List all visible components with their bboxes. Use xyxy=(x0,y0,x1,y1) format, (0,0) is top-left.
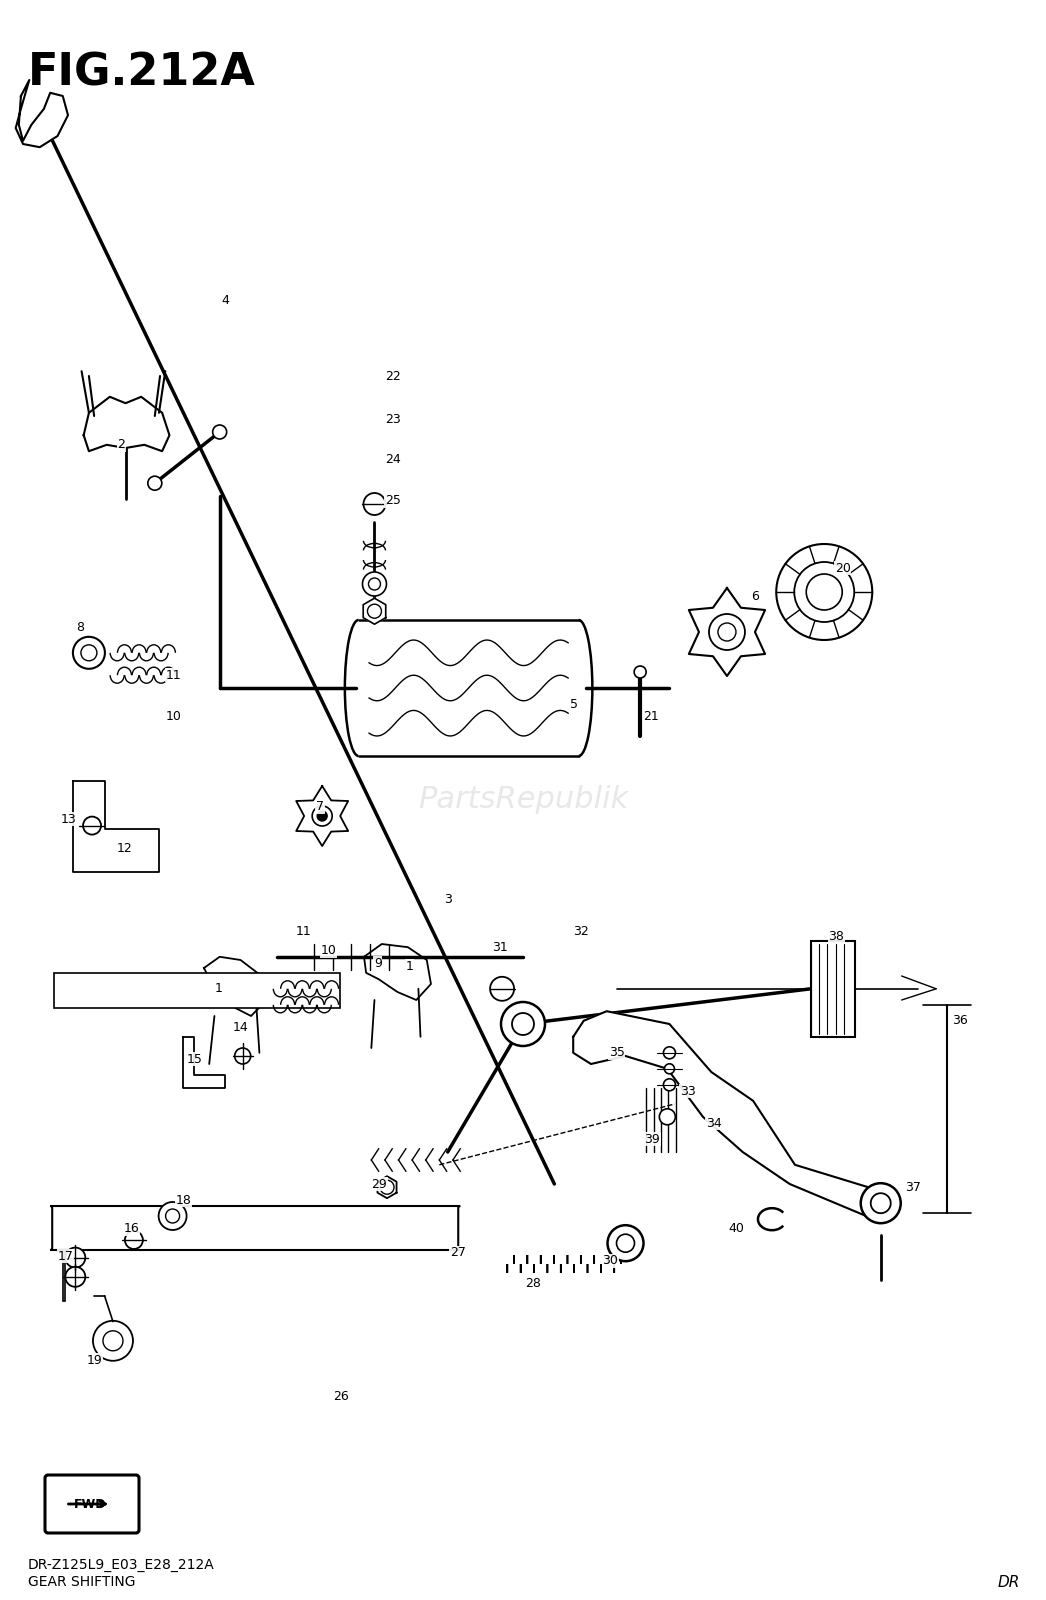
Circle shape xyxy=(147,477,162,490)
Bar xyxy=(63,1240,65,1301)
Circle shape xyxy=(709,614,745,650)
Text: 40: 40 xyxy=(728,1222,744,1235)
Text: 6: 6 xyxy=(751,590,759,603)
Circle shape xyxy=(65,1267,86,1286)
Circle shape xyxy=(363,493,386,515)
Text: 24: 24 xyxy=(385,453,401,466)
Text: 16: 16 xyxy=(123,1222,139,1235)
Text: 10: 10 xyxy=(165,710,181,723)
Text: 11: 11 xyxy=(165,669,181,682)
FancyBboxPatch shape xyxy=(50,1206,460,1250)
Polygon shape xyxy=(689,587,765,675)
Text: 37: 37 xyxy=(905,1181,920,1194)
Text: DR-Z125L9_E03_E28_212A: DR-Z125L9_E03_E28_212A xyxy=(28,1558,214,1571)
Text: 23: 23 xyxy=(385,413,401,426)
Circle shape xyxy=(380,1181,394,1194)
Circle shape xyxy=(312,806,333,826)
Text: 14: 14 xyxy=(232,1021,248,1034)
Polygon shape xyxy=(573,1011,879,1219)
Text: 18: 18 xyxy=(176,1194,191,1206)
Text: 1: 1 xyxy=(214,982,223,995)
Text: 21: 21 xyxy=(643,710,659,723)
Polygon shape xyxy=(183,1037,225,1088)
Text: 27: 27 xyxy=(450,1246,465,1259)
Text: PartsRepublik: PartsRepublik xyxy=(417,786,629,814)
Text: 5: 5 xyxy=(570,698,578,710)
Polygon shape xyxy=(16,80,68,147)
Circle shape xyxy=(159,1202,186,1230)
FancyBboxPatch shape xyxy=(45,1475,139,1533)
Text: FWD: FWD xyxy=(74,1498,107,1510)
Circle shape xyxy=(794,562,855,622)
Bar xyxy=(54,973,340,1008)
Bar xyxy=(811,941,855,1037)
Text: 35: 35 xyxy=(609,1046,624,1059)
Text: 25: 25 xyxy=(385,494,401,507)
Text: 15: 15 xyxy=(186,1053,202,1066)
Circle shape xyxy=(634,666,646,678)
Text: 33: 33 xyxy=(680,1085,696,1098)
Text: 30: 30 xyxy=(602,1254,618,1267)
Text: 22: 22 xyxy=(385,370,401,382)
Circle shape xyxy=(212,426,227,438)
Text: 38: 38 xyxy=(828,930,844,942)
Circle shape xyxy=(663,1078,676,1091)
Text: 4: 4 xyxy=(222,294,230,307)
Circle shape xyxy=(663,1046,676,1059)
Circle shape xyxy=(861,1184,901,1222)
Text: 2: 2 xyxy=(117,438,126,451)
Text: GEAR SHIFTING: GEAR SHIFTING xyxy=(28,1574,136,1589)
Circle shape xyxy=(124,1230,143,1250)
Text: 28: 28 xyxy=(525,1277,541,1290)
Circle shape xyxy=(83,816,101,835)
Text: 13: 13 xyxy=(61,813,76,826)
Polygon shape xyxy=(364,944,431,1000)
Polygon shape xyxy=(84,397,169,451)
Circle shape xyxy=(776,544,872,640)
Text: 10: 10 xyxy=(321,944,337,957)
Text: 34: 34 xyxy=(706,1117,722,1130)
Text: DR: DR xyxy=(998,1574,1020,1590)
Text: 31: 31 xyxy=(492,941,507,954)
Polygon shape xyxy=(204,957,267,1016)
Circle shape xyxy=(65,1248,86,1267)
Circle shape xyxy=(491,976,514,1002)
Text: 11: 11 xyxy=(296,925,312,938)
Text: 39: 39 xyxy=(644,1133,660,1146)
Text: 7: 7 xyxy=(316,800,324,813)
Text: 32: 32 xyxy=(573,925,589,938)
Polygon shape xyxy=(363,598,386,624)
Text: 26: 26 xyxy=(333,1390,348,1403)
Text: 12: 12 xyxy=(117,842,133,854)
Text: 29: 29 xyxy=(371,1178,387,1190)
Text: 1: 1 xyxy=(406,960,414,973)
Text: 17: 17 xyxy=(58,1250,73,1262)
Polygon shape xyxy=(296,786,348,846)
Circle shape xyxy=(363,573,386,595)
Polygon shape xyxy=(73,781,159,872)
Circle shape xyxy=(664,1064,675,1074)
Text: 8: 8 xyxy=(76,621,85,634)
Circle shape xyxy=(659,1109,676,1125)
Text: 9: 9 xyxy=(373,957,382,970)
Text: 3: 3 xyxy=(445,893,453,906)
Text: 19: 19 xyxy=(87,1354,103,1366)
Text: 36: 36 xyxy=(952,1014,968,1027)
Circle shape xyxy=(501,1002,545,1046)
Circle shape xyxy=(608,1226,643,1261)
Text: 20: 20 xyxy=(835,562,850,574)
Circle shape xyxy=(317,811,327,821)
Text: FIG.212A: FIG.212A xyxy=(28,51,256,94)
Circle shape xyxy=(73,637,105,669)
Circle shape xyxy=(234,1048,251,1064)
